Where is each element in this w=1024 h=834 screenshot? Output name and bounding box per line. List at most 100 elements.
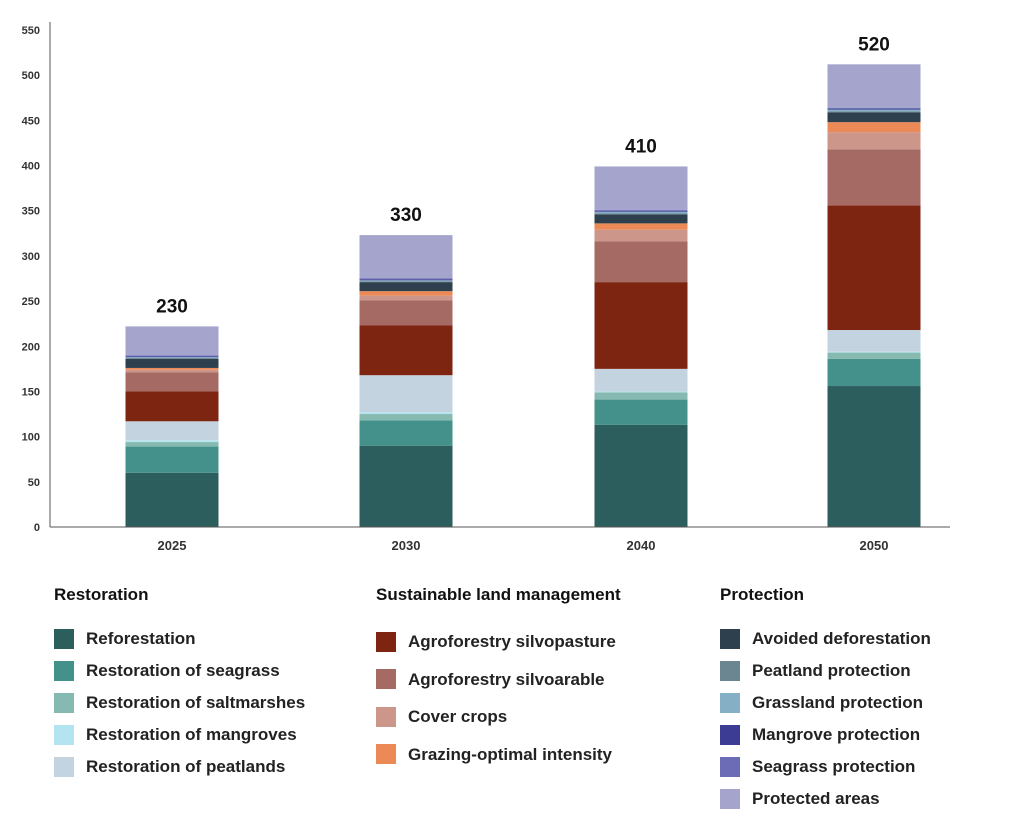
- bar-segment: [827, 111, 921, 113]
- legend-item: Restoration of mangroves: [54, 719, 305, 751]
- bar-segment: [359, 279, 453, 281]
- y-tick-label: 350: [22, 206, 40, 218]
- legend-group-title: Restoration: [54, 585, 149, 604]
- bar-segment: [827, 386, 921, 527]
- x-tick-label: 2050: [860, 538, 889, 553]
- legend-group-title: Protection: [720, 585, 805, 604]
- bar-segment: [594, 282, 688, 369]
- bar-segment: [594, 391, 688, 393]
- legend-swatch: [720, 661, 740, 681]
- bar-segment: [827, 132, 921, 150]
- y-tick-label: 150: [22, 386, 40, 398]
- bar-segment: [125, 326, 219, 356]
- bar-segment: [594, 223, 688, 230]
- bar-segment: [359, 280, 453, 282]
- bar-segment: [359, 300, 453, 326]
- bar-segment: [827, 149, 921, 206]
- bar-segment: [594, 166, 688, 210]
- legend-item: Mangrove protection: [720, 719, 931, 751]
- bar-segment: [827, 109, 921, 112]
- bar-segment: [125, 421, 219, 441]
- legend-label: Protected areas: [752, 789, 880, 808]
- bar-segment: [359, 414, 453, 421]
- bar-segment: [359, 420, 453, 446]
- legend-label: Grassland protection: [752, 693, 923, 712]
- legend-items: Agroforestry silvopasture Agroforestry si…: [376, 623, 621, 773]
- bar-segment: [594, 214, 688, 224]
- bar-segment: [125, 472, 219, 527]
- bar-segment: [594, 229, 688, 242]
- legend-item: Restoration of saltmarshes: [54, 687, 305, 719]
- legend-label: Mangrove protection: [752, 725, 921, 744]
- bar-segment: [594, 209, 688, 211]
- legend-group-title: Sustainable land management: [376, 585, 621, 604]
- x-axis: 2025 2030 2040 2050: [50, 526, 950, 553]
- legend-swatch: [720, 725, 740, 745]
- bar-segment: [359, 412, 453, 415]
- bar-segment: [594, 211, 688, 214]
- legend-item: Grazing-optimal intensity: [376, 736, 621, 774]
- legend-label: Agroforestry silvopasture: [408, 632, 616, 652]
- legend-label: Peatland protection: [752, 661, 911, 680]
- bar-segment: [125, 369, 219, 373]
- legend-label: Avoided deforestation: [752, 629, 931, 648]
- bar-segment: [827, 330, 921, 352]
- legend-swatch: [54, 661, 74, 681]
- legend-item: Cover crops: [376, 698, 621, 736]
- y-tick-label: 0: [34, 522, 40, 534]
- x-tick-label: 2040: [627, 538, 656, 553]
- bar-segment: [594, 424, 688, 527]
- bar-segment: [359, 278, 453, 280]
- legend-item: Peatland protection: [720, 655, 931, 687]
- y-tick-label: 500: [22, 70, 40, 82]
- x-tick-label: 2025: [158, 538, 187, 553]
- y-tick-label: 450: [22, 115, 40, 127]
- legend-item: Agroforestry silvoarable: [376, 661, 621, 699]
- bar-segment: [827, 107, 921, 109]
- stacked-bar-chart: 0 50 100 150 200 250 300 350 400 450 500 550 230 330…: [22, 22, 950, 553]
- legend-swatch: [720, 789, 740, 809]
- legend-item: Avoided deforestation: [720, 623, 931, 655]
- legend-label: Seagrass protection: [752, 757, 916, 776]
- bar-segment: [125, 355, 219, 357]
- legend-label: Agroforestry silvoarable: [408, 669, 605, 689]
- bar-segment: [827, 122, 921, 133]
- bar-segment: [125, 367, 219, 370]
- bar-segment: [359, 375, 453, 413]
- bar-segment: [359, 445, 453, 527]
- bar-segment: [125, 357, 219, 359]
- bar-segment: [359, 235, 453, 279]
- bar-segment: [594, 368, 688, 392]
- legend-label: Restoration of peatlands: [86, 757, 286, 776]
- legend-swatch: [720, 757, 740, 777]
- bar-segment: [827, 205, 921, 331]
- bar-segment: [594, 210, 688, 212]
- legend-item: Grassland protection: [720, 687, 931, 719]
- bar-segment: [359, 325, 453, 376]
- legend-item: Seagrass protection: [720, 751, 931, 783]
- y-tick-label: 400: [22, 161, 40, 173]
- bar-segment: [827, 112, 921, 123]
- legend-label: Restoration of saltmarshes: [86, 693, 306, 712]
- legend-items: Avoided deforestation Peatland protection…: [720, 623, 931, 815]
- legend-label: Restoration of mangroves: [86, 725, 297, 744]
- bar-segment: [125, 391, 219, 422]
- legend-swatch: [54, 725, 74, 745]
- bar-segment: [125, 446, 219, 473]
- bar-segment: [125, 442, 219, 447]
- legend-label: Cover crops: [408, 707, 508, 727]
- bar-segment: [125, 440, 219, 443]
- bar-segment: [125, 358, 219, 368]
- legend-swatch: [54, 629, 74, 649]
- bar-segment: [125, 356, 219, 358]
- y-tick-label: 100: [22, 432, 40, 444]
- y-tick-label: 300: [22, 251, 40, 263]
- legend-item: Reforestation: [54, 623, 305, 655]
- bar-segment: [594, 241, 688, 283]
- bar-segment: [359, 295, 453, 301]
- legend-swatch: [54, 693, 74, 713]
- legend-swatch: [720, 693, 740, 713]
- legend-item: Restoration of seagrass: [54, 655, 305, 687]
- legend-group-restoration: Restoration Reforestation Restoration of …: [54, 585, 305, 783]
- y-tick-label: 250: [22, 296, 40, 308]
